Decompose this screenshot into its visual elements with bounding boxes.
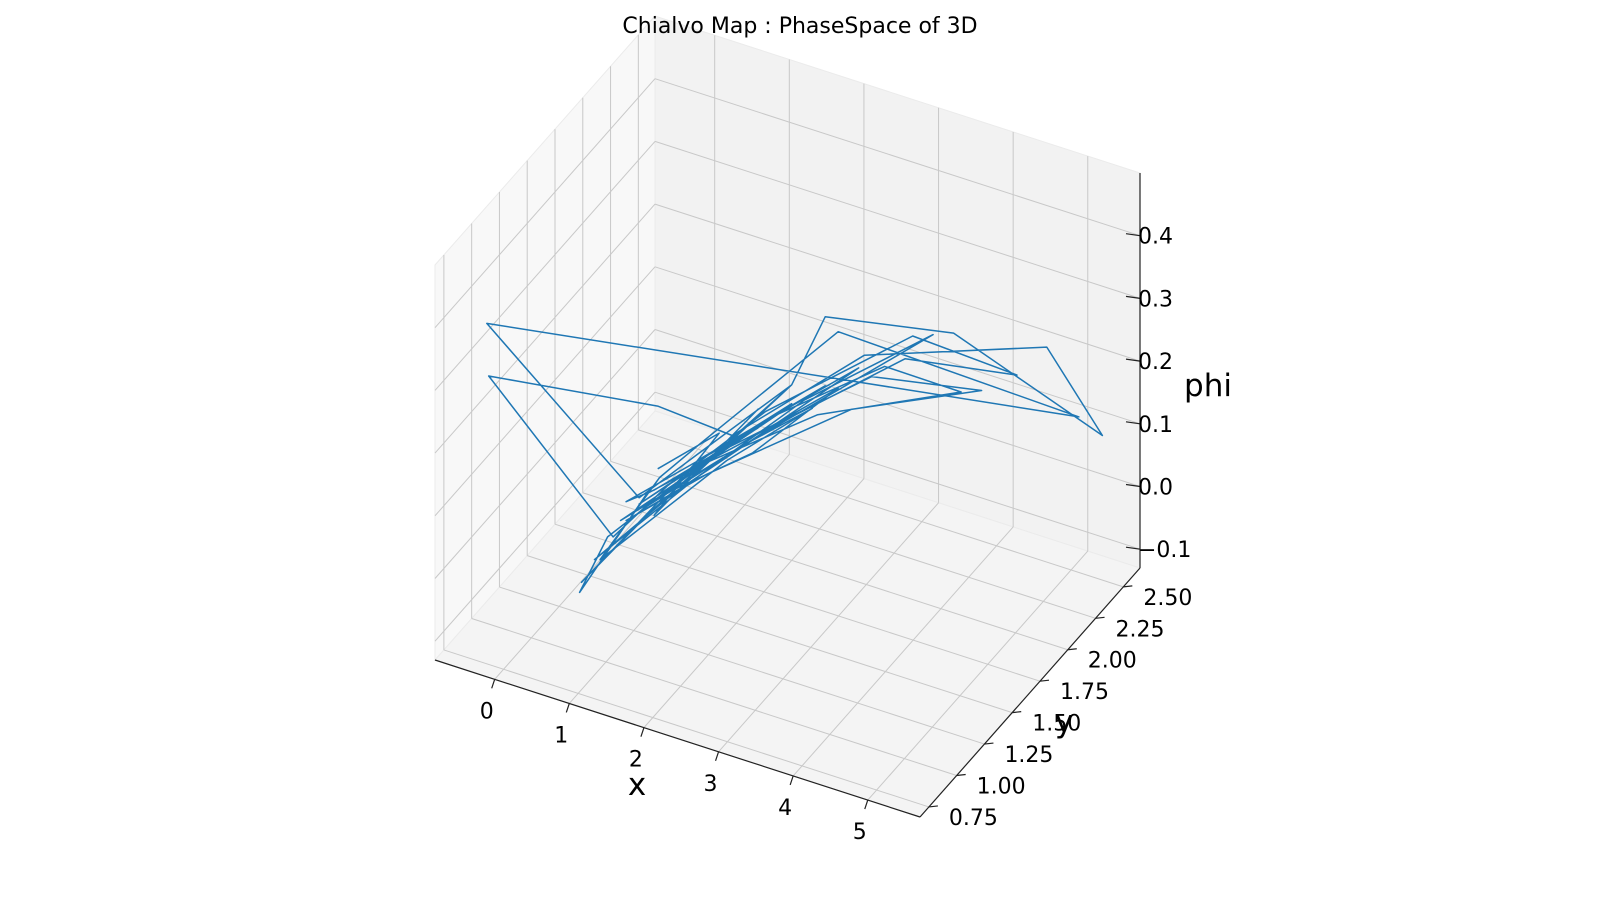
z-tick-label: −0.1 — [1138, 538, 1191, 563]
z-tick — [1125, 483, 1141, 488]
x-axis-label: x — [628, 767, 646, 803]
ticks: 0 1 2 3 4 5 0.75 1.00 1.25 1.50 1.75 2.00 2.25 2.50 −0… — [480, 225, 1193, 845]
y-tick-label: 2.25 — [1116, 617, 1165, 642]
gridline-y — [582, 492, 1068, 651]
z-tick-label: 0.4 — [1138, 225, 1173, 250]
z-tick — [1125, 421, 1141, 425]
x-tick-label: 4 — [778, 796, 792, 821]
y-tick — [1039, 679, 1050, 682]
y-tick — [1095, 616, 1105, 619]
z-tick — [1125, 546, 1141, 550]
y-tick-label: 1.25 — [1004, 743, 1053, 768]
gridline-z — [434, 78, 656, 329]
gridline-z — [434, 266, 656, 517]
gridline-z — [654, 203, 1141, 362]
x-tick-label: 3 — [704, 772, 718, 797]
x-tick-label: 5 — [853, 820, 867, 845]
z-tick-label: 0.1 — [1138, 413, 1173, 438]
y-tick-label: 1.75 — [1060, 680, 1109, 705]
y-tick — [1012, 711, 1022, 714]
x-tick — [640, 727, 645, 737]
x-tick — [491, 679, 496, 689]
gridline-z — [434, 141, 656, 391]
x-tick — [864, 799, 869, 810]
y-tick-label: 2.00 — [1088, 649, 1137, 674]
z-tick-label: 0.2 — [1138, 350, 1173, 375]
x-tick-label: 0 — [480, 699, 494, 724]
y-tick-label: 1.00 — [977, 775, 1026, 800]
gridline-z — [434, 391, 656, 642]
y-tick — [984, 742, 994, 745]
gridline-z — [654, 329, 1141, 487]
x-axis-line — [434, 659, 921, 818]
z-tick-label: 0.3 — [1138, 287, 1173, 312]
y-tick — [1067, 648, 1077, 651]
z-axis-label: phi — [1184, 368, 1232, 404]
y-tick-label: 1.50 — [1032, 712, 1081, 737]
gridline-z — [434, 203, 656, 454]
z-tick — [1125, 233, 1141, 237]
gridline-y — [499, 586, 985, 745]
trajectory — [486, 316, 1104, 594]
z-tick — [1125, 295, 1141, 299]
gridline-z — [434, 329, 656, 579]
y-axis-label: y — [1055, 704, 1073, 740]
gridline-y — [471, 618, 957, 776]
gridlines — [434, 34, 1141, 808]
y-tick-label: 0.75 — [949, 806, 998, 831]
x-tick — [714, 751, 720, 761]
gridline-z — [654, 266, 1141, 425]
gridline-y — [443, 649, 930, 808]
x-tick-label: 2 — [629, 748, 643, 773]
y-tick — [956, 773, 966, 777]
y-tick-label: 2.50 — [1143, 586, 1192, 611]
chart-title: Chialvo Map : PhaseSpace of 3D — [622, 14, 977, 39]
trajectory-line-0 — [486, 316, 1104, 594]
gridline-y — [527, 555, 1013, 714]
y-tick — [1123, 585, 1133, 588]
z-tick-label: 0.0 — [1138, 475, 1173, 500]
z-tick — [1125, 358, 1141, 362]
x-tick — [789, 775, 794, 786]
x-tick — [565, 703, 570, 713]
gridline-y — [638, 429, 1124, 588]
gridline-z — [654, 78, 1141, 237]
gridline-y — [554, 523, 1041, 682]
x-tick-label: 1 — [554, 723, 568, 748]
gridline-z — [654, 140, 1141, 299]
y-tick — [928, 805, 938, 808]
gridline-z — [654, 391, 1141, 550]
